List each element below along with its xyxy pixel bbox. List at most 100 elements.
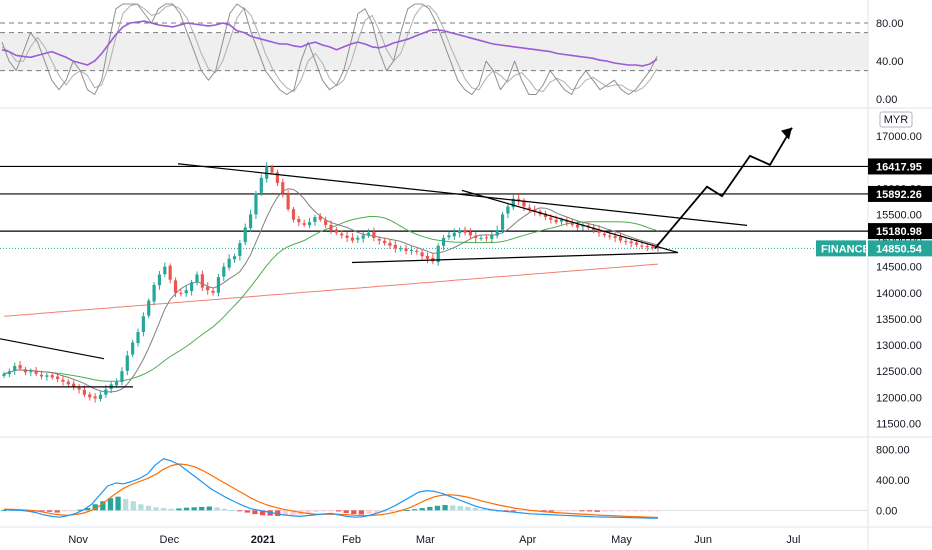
macd-histogram-bar bbox=[389, 510, 395, 512]
candle-body bbox=[388, 242, 392, 246]
time-tick-label: Jun bbox=[694, 534, 712, 546]
macd-histogram-bar bbox=[624, 510, 631, 512]
candle-body bbox=[7, 371, 11, 375]
macd-histogram-bar bbox=[176, 508, 182, 511]
macd-tick-label: 800.00 bbox=[876, 445, 910, 457]
stoch-d-line bbox=[1, 3, 658, 93]
rsi-panel[interactable] bbox=[0, 3, 868, 95]
candle-body bbox=[206, 286, 210, 291]
price-panel[interactable] bbox=[0, 127, 868, 403]
candle-body bbox=[441, 237, 446, 246]
macd-histogram-bar bbox=[640, 510, 646, 512]
candle-body bbox=[291, 209, 296, 220]
macd-histogram-bar bbox=[130, 501, 136, 511]
candle-body bbox=[179, 292, 183, 294]
candle-body bbox=[23, 369, 28, 373]
candle-body bbox=[190, 282, 194, 292]
candle-body bbox=[420, 252, 424, 257]
macd-histogram-bar bbox=[602, 510, 608, 512]
macd-histogram-bar bbox=[259, 510, 266, 516]
candle-body bbox=[259, 177, 263, 193]
candle-body bbox=[200, 274, 204, 288]
candle-body bbox=[425, 255, 430, 259]
candle-body bbox=[629, 241, 633, 244]
macd-histogram-bar bbox=[442, 505, 448, 511]
candle-body bbox=[98, 394, 103, 400]
candle-body bbox=[608, 235, 612, 237]
stoch-k-line bbox=[1, 3, 658, 95]
rsi-tick-label: 40.00 bbox=[876, 56, 904, 68]
candle-body bbox=[415, 250, 419, 253]
macd-histogram-bar bbox=[313, 510, 319, 512]
macd-histogram-bar bbox=[351, 510, 357, 515]
candle-body bbox=[350, 237, 355, 241]
candle-body bbox=[275, 172, 279, 184]
rsi-line bbox=[1, 20, 658, 67]
candle-body bbox=[222, 266, 226, 277]
macd-histogram-bar bbox=[46, 510, 53, 512]
macd-histogram-bar bbox=[427, 506, 433, 511]
upper-trendline bbox=[177, 163, 748, 226]
rsi-band bbox=[0, 32, 868, 71]
projection-path bbox=[654, 127, 793, 249]
candle-body bbox=[340, 233, 344, 236]
macd-histogram-bar bbox=[556, 510, 562, 512]
macd-histogram-bar bbox=[161, 508, 167, 511]
candle-body bbox=[152, 284, 156, 302]
rsi-tick-label: 0.00 bbox=[876, 94, 897, 106]
macd-histogram-bar bbox=[419, 508, 425, 511]
ma-long-line bbox=[3, 263, 659, 317]
macd-histogram-bar bbox=[632, 510, 638, 512]
macd-histogram-bar bbox=[199, 506, 205, 511]
candle-body bbox=[39, 374, 44, 377]
macd-histogram-bar bbox=[54, 510, 60, 513]
macd-histogram-bar bbox=[107, 498, 114, 511]
candle-body bbox=[490, 235, 494, 239]
time-tick-label: Feb bbox=[342, 534, 361, 546]
macd-histogram-bar bbox=[609, 510, 616, 512]
macd-histogram-bar bbox=[305, 510, 311, 514]
level-tag-label: 16417.95 bbox=[876, 161, 922, 173]
macd-histogram-bar bbox=[100, 501, 106, 511]
candle-body bbox=[495, 230, 499, 236]
candle-body bbox=[270, 166, 274, 173]
candle-body bbox=[281, 182, 285, 194]
candle-body bbox=[527, 207, 531, 210]
macd-histogram-bar bbox=[123, 498, 129, 511]
candle-body bbox=[297, 219, 301, 223]
macd-panel[interactable] bbox=[0, 458, 868, 519]
macd-tick-label: 400.00 bbox=[876, 475, 910, 487]
time-tick-label: 2021 bbox=[251, 534, 275, 546]
macd-histogram-bar bbox=[548, 510, 555, 512]
candle-body bbox=[318, 216, 322, 220]
candle-body bbox=[559, 219, 564, 222]
candle-body bbox=[383, 240, 387, 244]
candle-body bbox=[125, 355, 129, 371]
candle-body bbox=[45, 375, 49, 377]
candle-body bbox=[120, 371, 124, 382]
candle-body bbox=[549, 217, 553, 220]
candle-body bbox=[543, 213, 548, 218]
candle-body bbox=[479, 237, 483, 239]
price-tick-label: 12000.00 bbox=[876, 392, 922, 404]
candle-body bbox=[399, 248, 403, 250]
macd-histogram-bar bbox=[503, 510, 509, 512]
candle-body bbox=[656, 246, 660, 249]
level-tag-box bbox=[868, 158, 932, 175]
macd-histogram-bar bbox=[115, 496, 121, 511]
macd-histogram-bar bbox=[244, 510, 250, 513]
price-tick-label: 12500.00 bbox=[876, 366, 922, 378]
candle-body bbox=[114, 381, 119, 386]
candle-body bbox=[345, 235, 349, 238]
currency-badge[interactable]: MYR bbox=[879, 111, 913, 128]
macd-histogram-bar bbox=[450, 505, 456, 511]
macd-histogram-bar bbox=[92, 504, 98, 511]
macd-histogram-bar bbox=[381, 510, 387, 513]
macd-histogram-bar bbox=[518, 510, 524, 512]
wedge-upper-trendline bbox=[461, 189, 679, 254]
candle-body bbox=[34, 370, 38, 374]
macd-histogram-bar bbox=[206, 506, 212, 511]
macd-histogram-bar bbox=[153, 507, 159, 511]
candle-body bbox=[377, 238, 381, 241]
